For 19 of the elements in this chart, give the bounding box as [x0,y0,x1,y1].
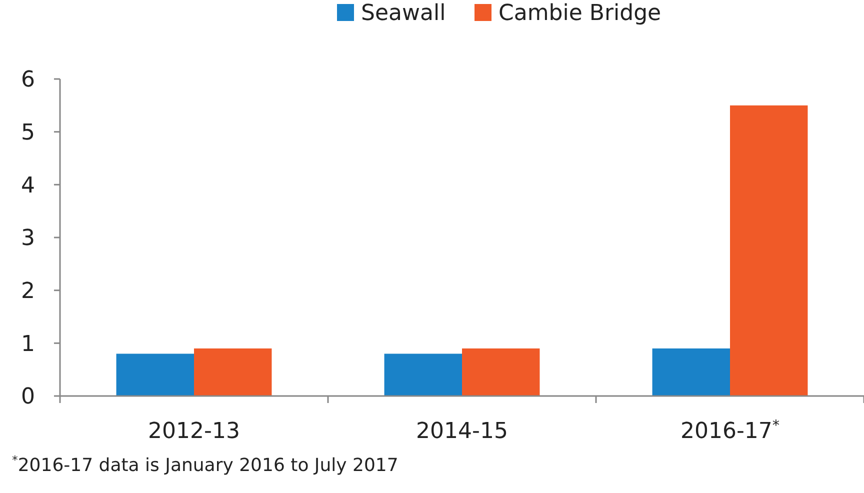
legend-label: Seawall [361,1,446,26]
x-tick-label: 2014-15 [416,419,508,444]
y-tick-label: 6 [21,68,35,93]
x-tick-label: 2016-17$^{*}$ [680,418,780,444]
y-tick-label: 2 [21,279,35,304]
legend-label: Cambie Bridge [498,1,662,26]
text: $^{*}$2016-17 data is January 2016 to July 2017 [12,453,398,476]
bar [730,105,808,396]
y-tick-label: 1 [21,332,35,357]
y-tick-label: 3 [21,226,35,252]
bar [652,348,730,396]
bar [194,348,272,396]
bar [384,354,462,396]
bar [116,354,194,396]
y-tick-label: 5 [21,120,35,146]
y-tick-label: 0 [21,384,35,410]
x-tick-label: 2012-13 [148,419,240,444]
y-tick-label: 4 [21,173,35,198]
bar [462,348,540,396]
